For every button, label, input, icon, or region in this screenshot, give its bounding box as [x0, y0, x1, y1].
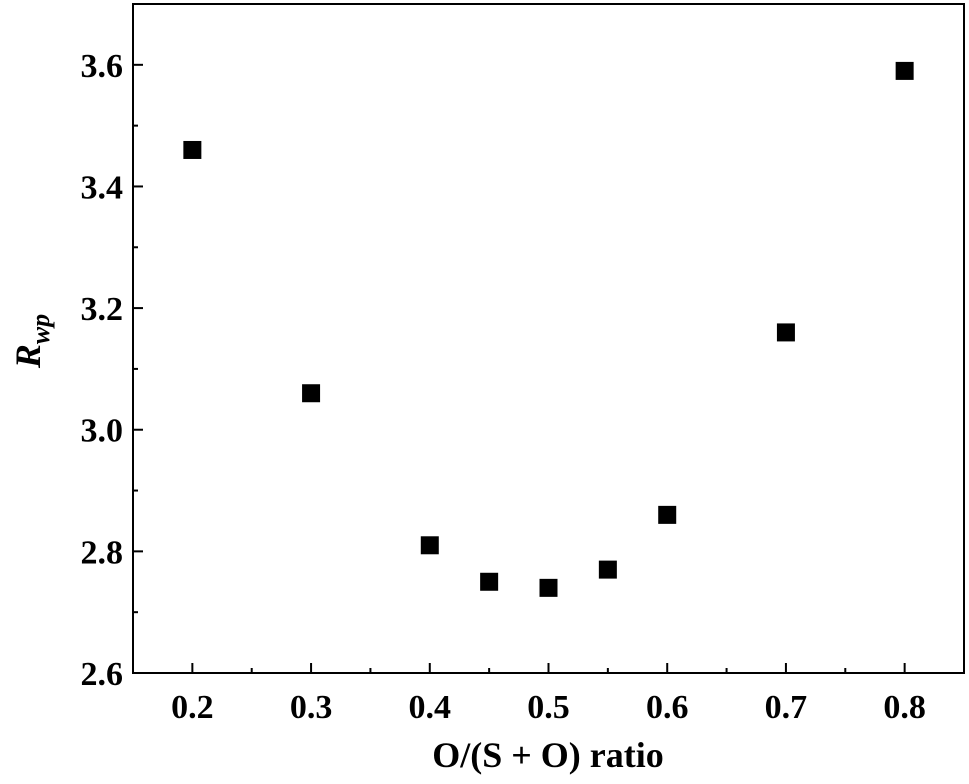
- data-point: [776, 323, 795, 342]
- y-tick-label: 3.0: [81, 413, 124, 450]
- y-tick-label: 3.4: [81, 169, 124, 206]
- y-tick-label: 2.6: [81, 656, 124, 693]
- data-point: [480, 572, 499, 591]
- data-points: [183, 61, 914, 597]
- x-axis-title: O/(S + O) ratio: [432, 735, 664, 775]
- data-point: [539, 578, 558, 597]
- y-axis-title: Rwp: [8, 314, 55, 369]
- y-tick-label: 3.6: [81, 48, 124, 85]
- y-tick-label: 2.8: [81, 534, 124, 571]
- x-axis-ticks: 0.2 0.3 0.4 0.5 0.6 0.7 0.8: [171, 663, 926, 726]
- y-axis-title-subscript: wp: [26, 314, 55, 344]
- y-axis-title-main: R: [8, 344, 48, 369]
- data-point: [302, 384, 321, 403]
- x-tick-label: 0.4: [409, 689, 452, 726]
- y-axis-ticks: 2.6 2.8 3.0 3.2 3.4 3.6: [81, 48, 143, 693]
- data-point: [895, 61, 914, 80]
- x-tick-label: 0.7: [765, 689, 808, 726]
- x-tick-label: 0.3: [290, 689, 333, 726]
- data-point: [598, 560, 617, 579]
- x-tick-label: 0.6: [646, 689, 689, 726]
- x-tick-label: 0.2: [171, 689, 214, 726]
- y-tick-label: 3.2: [81, 291, 124, 328]
- x-tick-label: 0.5: [527, 689, 570, 726]
- data-point: [420, 536, 439, 555]
- plot-frame: [132, 3, 965, 674]
- x-tick-label: 0.8: [883, 689, 926, 726]
- data-point: [658, 505, 677, 524]
- data-point: [183, 140, 202, 159]
